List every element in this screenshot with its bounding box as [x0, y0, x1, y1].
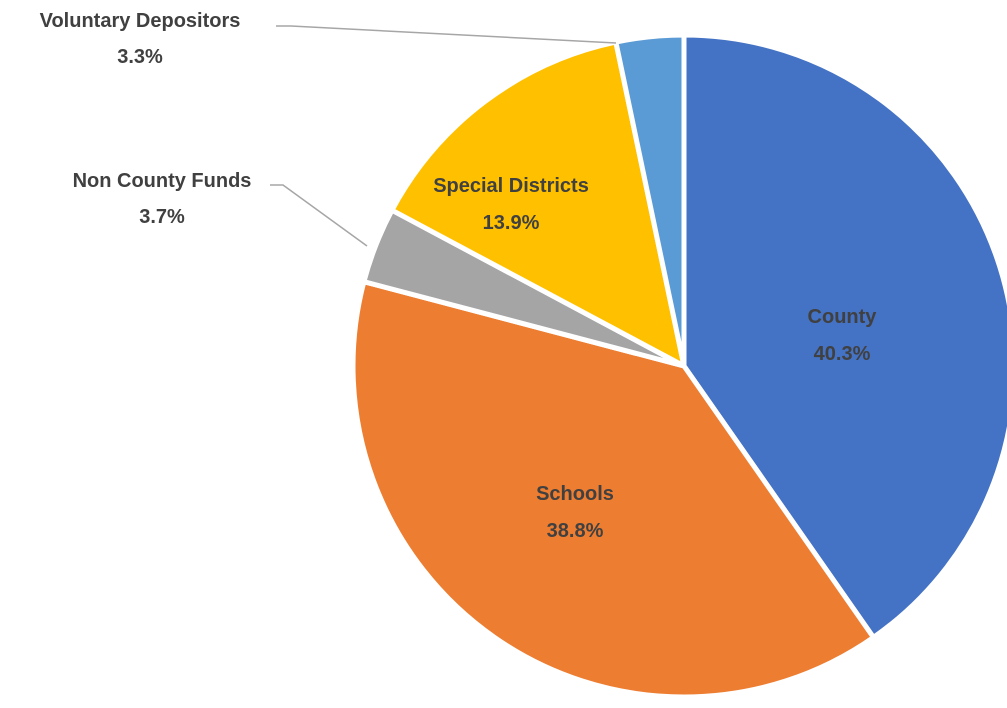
pie-slice-voluntary-depositors [613, 32, 687, 369]
slice-percent-voluntary-depositors: 3.3% [117, 46, 163, 68]
slice-name-schools: Schools [536, 483, 614, 505]
slice-name-non-county-funds: Non County Funds [73, 170, 252, 192]
slice-percent-special-districts: 13.9% [483, 212, 540, 234]
slice-label-special-districts: Special Districts 13.9% [433, 175, 589, 234]
pie-slice-special-districts [389, 39, 687, 369]
slice-label-schools: Schools 38.8% [536, 483, 614, 542]
slice-percent-county: 40.3% [814, 343, 871, 365]
leader-line-non-county-funds [270, 184, 368, 247]
pie-slice-county [681, 32, 1007, 640]
leader-line-voluntary-depositors [276, 25, 617, 44]
slice-name-special-districts: Special Districts [433, 175, 589, 197]
leader-lines [270, 25, 617, 247]
pie-slices [350, 32, 1007, 700]
slice-percent-non-county-funds: 3.7% [139, 206, 185, 228]
slice-label-county: County 40.3% [808, 306, 878, 365]
slice-percent-schools: 38.8% [547, 520, 604, 542]
slice-label-non-county-funds: Non County Funds 3.7% [73, 170, 252, 228]
slice-name-county: County [808, 306, 878, 328]
pie-slice-schools [350, 279, 876, 700]
slice-labels: County 40.3% Schools 38.8% Non County Funds 3… [40, 10, 878, 542]
slice-label-voluntary-depositors: Voluntary Depositors 3.3% [40, 10, 241, 68]
slice-name-voluntary-depositors: Voluntary Depositors [40, 10, 241, 32]
